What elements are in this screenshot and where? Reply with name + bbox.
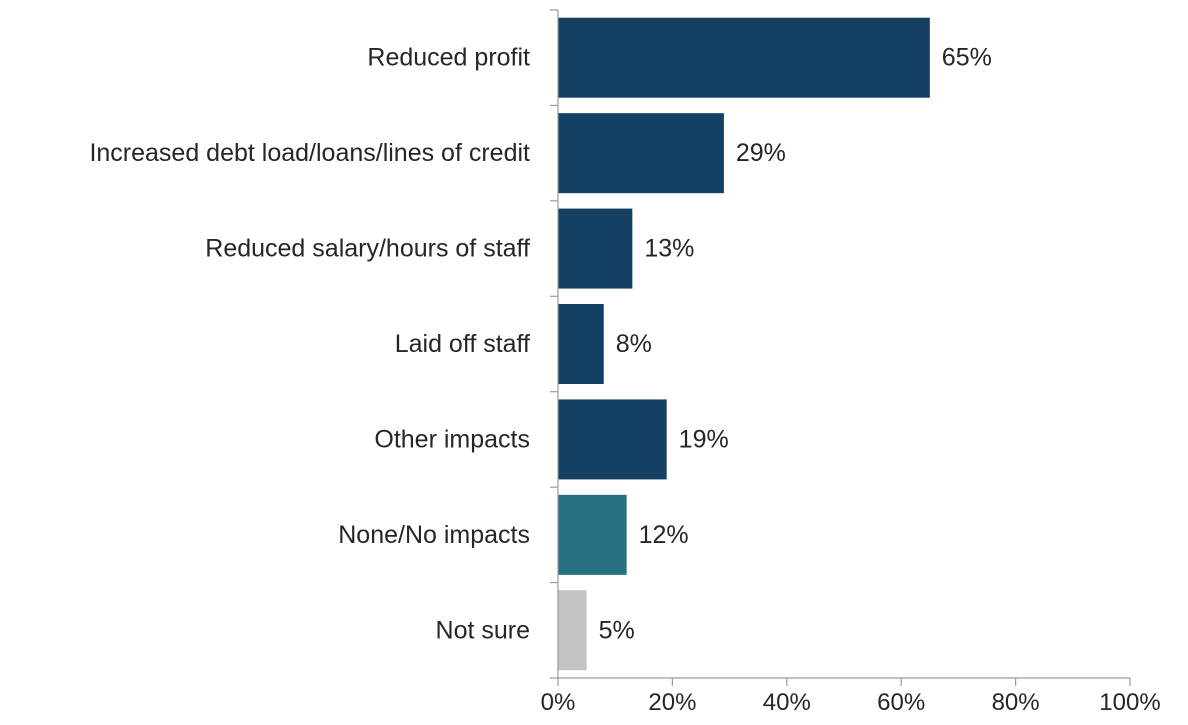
x-axis: 0% 20% 40% 60% 80% 100%: [541, 677, 1161, 716]
data-label: 19%: [679, 425, 729, 453]
data-labels: 65% 29% 13% 8% 19% 12% 5%: [599, 44, 992, 645]
category-label: Not sure: [436, 616, 530, 644]
bar: [558, 17, 930, 98]
data-label: 12%: [639, 521, 689, 549]
x-tick-label: 60%: [877, 689, 925, 716]
category-label: None/No impacts: [338, 521, 530, 549]
x-tick-label: 80%: [992, 689, 1040, 716]
x-tick-label: 0%: [541, 689, 576, 716]
category-labels: Reduced profit Increased debt load/loans/…: [89, 44, 530, 645]
x-tick-label: 20%: [648, 689, 696, 716]
bar: [558, 590, 587, 671]
bar: [558, 494, 627, 575]
category-label: Reduced salary/hours of staff: [205, 235, 530, 263]
data-label: 13%: [644, 235, 694, 263]
bar: [558, 399, 667, 480]
x-tick-label: 40%: [763, 689, 811, 716]
bars-group: [558, 17, 930, 671]
bar: [558, 113, 724, 194]
category-label: Laid off staff: [395, 330, 530, 358]
category-label: Reduced profit: [367, 44, 530, 72]
bar: [558, 208, 633, 289]
data-label: 8%: [616, 330, 652, 358]
category-label: Other impacts: [374, 425, 530, 453]
data-label: 65%: [942, 44, 992, 72]
x-tick-label: 100%: [1099, 689, 1160, 716]
bar: [558, 304, 604, 384]
category-label: Increased debt load/loans/lines of credi…: [89, 139, 530, 167]
y-axis-ticks: [550, 9, 558, 679]
data-label: 29%: [736, 139, 786, 167]
data-label: 5%: [599, 616, 635, 644]
